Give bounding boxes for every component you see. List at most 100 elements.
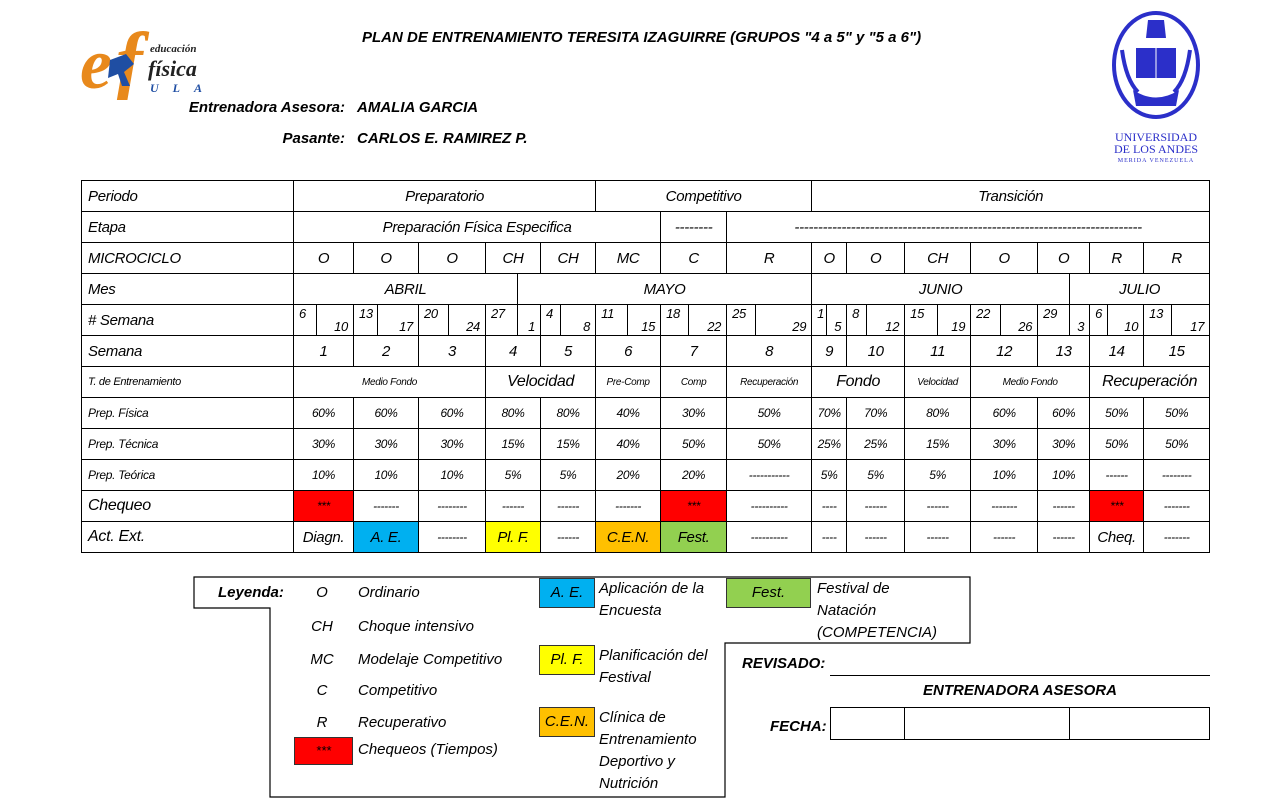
act-ext-cell: ------	[846, 521, 906, 553]
week-end-day: 10	[316, 304, 354, 336]
day-number: 22	[976, 306, 991, 321]
microciclo-cell: R	[1143, 242, 1211, 274]
legend-activity-description: Encuesta	[599, 602, 662, 619]
legend-title: Leyenda:	[218, 584, 284, 601]
periodo-cell: Preparatorio	[292, 180, 597, 212]
t-entrenamiento-cell: Medio Fondo	[970, 366, 1091, 398]
week-start-day: 6	[293, 304, 317, 336]
mes-cell: ABRIL	[293, 273, 518, 305]
week-start-day: 4	[540, 304, 561, 336]
act-ext-cell: ----	[811, 521, 848, 553]
revisado-label: REVISADO:	[742, 655, 826, 672]
fecha-year-field[interactable]	[1069, 707, 1210, 740]
act-ext-cell: ------	[539, 521, 597, 553]
chequeo-cell: ------	[485, 490, 541, 522]
act-ext-cell: A. E.	[353, 521, 419, 553]
chequeo-cell: ------	[1037, 490, 1091, 522]
act-ext-cell: ------	[904, 521, 972, 553]
week-start-day: 13	[353, 304, 378, 336]
prep-tecnica-cell: 25%	[811, 428, 848, 460]
t-entrenamiento-cell: Pre-Comp	[595, 366, 662, 398]
semana-cell: 11	[904, 335, 972, 367]
fecha-month-field[interactable]	[904, 707, 1070, 740]
chequeo-cell: ------	[539, 490, 597, 522]
semana-cell: 15	[1143, 335, 1211, 367]
etapa-cell: Preparación Física Especifica	[292, 211, 662, 243]
legend-activity-swatch: A. E.	[539, 578, 595, 608]
day-number: 10	[334, 319, 348, 334]
legend-check-swatch: ***	[294, 737, 353, 765]
svg-text:física: física	[148, 56, 197, 81]
week-end-day: 22	[688, 304, 728, 336]
prep-teorica-cell: 5%	[539, 459, 597, 491]
row-label: Etapa	[81, 211, 294, 243]
prep-teorica-cell: 20%	[660, 459, 728, 491]
week-start-day: 25	[726, 304, 757, 336]
chequeo-cell: ***	[1089, 490, 1145, 522]
legend-activity-code: Pl. F.	[550, 651, 584, 668]
prep-fisica-cell: 80%	[904, 397, 972, 429]
row-etapa: Etapa Preparación Física Especifica ------…	[81, 211, 1211, 243]
prep-fisica-cell: 70%	[846, 397, 906, 429]
day-number: 3	[1077, 319, 1085, 334]
prep-fisica-cell: 50%	[1143, 397, 1211, 429]
t-entrenamiento-cell: Comp	[660, 366, 728, 398]
act-ext-cell: ------	[1037, 521, 1091, 553]
day-number: 15	[910, 306, 925, 321]
act-ext-cell: Pl. F.	[485, 521, 541, 553]
mes-cell: JUNIO	[811, 273, 1071, 305]
legend-activity-description: Festival de	[817, 580, 890, 597]
week-end-day: 19	[937, 304, 972, 336]
week-start-day: 20	[418, 304, 449, 336]
microciclo-cell: MC	[595, 242, 662, 274]
prep-tecnica-cell: 50%	[1143, 428, 1211, 460]
legend-activity-description: Festival	[599, 669, 651, 686]
legend-code: CH	[311, 618, 333, 635]
prep-tecnica-cell: 50%	[726, 428, 813, 460]
week-end-day: 12	[866, 304, 906, 336]
prep-fisica-cell: 30%	[660, 397, 728, 429]
chequeo-cell: -------	[1143, 490, 1211, 522]
day-number: 29	[1043, 306, 1058, 321]
document-title: PLAN DE ENTRENAMIENTO TERESITA IZAGUIRRE…	[362, 29, 922, 46]
day-number: 8	[852, 306, 860, 321]
intern-label: Pasante:	[282, 130, 345, 147]
week-start-day: 13	[1143, 304, 1173, 336]
prep-tecnica-cell: 50%	[1089, 428, 1145, 460]
row-label: Mes	[81, 273, 294, 305]
intern-name: CARLOS E. RAMIREZ P.	[357, 130, 528, 147]
legend-activity-description: Deportivo y	[599, 753, 675, 770]
row-num-semana: # Semana 6 10 13 17 20 24 27 1 4 8 11 15 18 22 25 29 1 5 8 1…	[81, 304, 1211, 336]
microciclo-cell: O	[293, 242, 354, 274]
act-ext-cell: ------	[970, 521, 1039, 553]
mes-cell: JULIO	[1069, 273, 1211, 305]
revisado-signature-line[interactable]	[830, 675, 1210, 676]
week-end-day: 15	[627, 304, 662, 336]
t-entrenamiento-cell: Fondo	[811, 366, 906, 398]
prep-tecnica-cell: 30%	[970, 428, 1039, 460]
svg-text:e: e	[80, 24, 112, 100]
microciclo-cell: CH	[539, 242, 597, 274]
coach-label: Entrenadora Asesora:	[188, 99, 345, 116]
prep-teorica-cell: 5%	[904, 459, 972, 491]
day-number: 17	[399, 319, 413, 334]
day-number: 20	[424, 306, 438, 321]
day-number: 11	[601, 306, 615, 321]
prep-teorica-cell: 10%	[353, 459, 419, 491]
day-number: 29	[792, 319, 807, 334]
chequeo-cell: -------	[353, 490, 419, 522]
legend-activity-description: Planificación del	[599, 647, 708, 664]
week-end-day: 5	[826, 304, 848, 336]
legend-activity-swatch: Pl. F.	[539, 645, 595, 675]
semana-cell: 8	[726, 335, 813, 367]
fecha-day-field[interactable]	[830, 707, 905, 740]
legend-activity-description: Entrenamiento	[599, 731, 697, 748]
semana-cell: 9	[811, 335, 848, 367]
row-label: Prep. Teórica	[81, 459, 294, 491]
prep-fisica-cell: 60%	[293, 397, 354, 429]
semana-cell: 2	[353, 335, 419, 367]
day-number: 12	[885, 319, 900, 334]
prep-tecnica-cell: 30%	[353, 428, 419, 460]
week-end-day: 26	[1000, 304, 1039, 336]
prep-tecnica-cell: 30%	[1037, 428, 1091, 460]
